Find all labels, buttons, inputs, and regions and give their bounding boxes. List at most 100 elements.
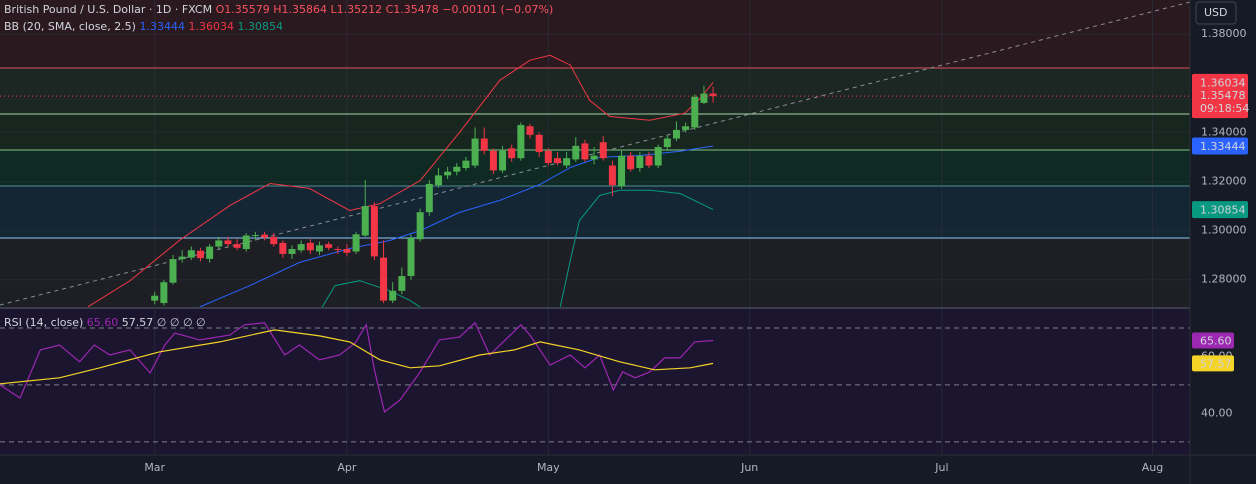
candle-body [453,166,461,172]
x-tick-label: Jun [740,461,758,474]
candle-body [215,240,223,247]
bb-label: BB (20, SMA, close, 2.5) [4,20,136,33]
candle-body [151,295,159,301]
legend: British Pound / U.S. Dollar · 1D · FXCM … [4,3,553,16]
price-label-bg [1192,355,1234,372]
candle-body [691,96,699,128]
candle-body [526,126,534,135]
candle-body [590,155,598,160]
ohlc-low: L1.35212 [331,3,383,16]
candle-body [581,143,589,160]
zone [0,238,1190,307]
candle-body [682,126,690,130]
candle-body [178,256,186,260]
candle-body [434,175,442,186]
candle-body [224,240,232,245]
candle-body [261,234,269,238]
bb-value: 1.36034 [188,20,234,33]
rsi-line [0,321,714,414]
legend: BB (20, SMA, close, 2.5) 1.33444 1.36034… [4,20,283,33]
price-label-bg [1192,332,1234,349]
candle-body [352,234,360,252]
candle-body [160,282,168,304]
currency-box[interactable] [1195,1,1237,25]
labels: 1.28000 1.30000 1.32000 1.34000 1.38000 Briti… [4,3,1249,474]
candle-body [645,155,653,166]
candle-body [315,245,323,252]
candle-body [416,212,424,240]
candle-body [270,236,278,245]
rsi-extra: ∅ ∅ ∅ ∅ [157,316,206,329]
candle-body [242,235,250,250]
candle-body [535,134,543,153]
candle-body [425,183,433,213]
candle-body [672,129,680,139]
candle-body [709,93,717,97]
plot [0,54,1190,414]
bb-value: 1.33444 [139,20,185,33]
candle-body [407,237,415,277]
candle-body [618,155,626,187]
x-tick-label: Mar [144,461,165,474]
candle-body [169,259,177,283]
countdown: 09:18:54 [1200,102,1249,115]
candle-body [398,276,406,291]
bollinger-line [321,189,714,307]
candle-body [279,242,287,254]
candle-body [654,147,662,166]
y-tick-label: 1.30000 [1201,224,1247,237]
candle-body [636,155,644,168]
y-tick-label: 1.32000 [1201,174,1247,187]
rsi-zone [0,308,1190,455]
price-label: 1.30854 [1200,204,1246,217]
symbol: British Pound / U.S. Dollar · 1D · FXCM [4,3,212,16]
candle-body [663,138,671,148]
currency: USD [1204,6,1228,19]
candle-body [480,138,488,151]
grid [0,0,1190,455]
rsi-ma-value: 57.57 [122,316,154,329]
candle-body [499,150,507,171]
bb-value: 1.30854 [237,20,283,33]
bollinger-line [87,54,714,307]
price-label: 1.36034 [1200,76,1246,89]
y-tick-label: 1.38000 [1201,27,1247,40]
candle-body [608,165,616,186]
y-tick-label: 1.28000 [1201,273,1247,286]
candle-body [700,93,708,103]
candle-body [517,125,525,159]
candle-body [544,150,552,164]
candle-body [196,250,204,259]
rsi-value: 65.60 [87,316,119,329]
candle-body [306,242,314,251]
zone [0,186,1190,238]
zone [0,68,1190,114]
candle-body [206,246,214,259]
candle-body [471,138,479,166]
candle-body [462,160,470,168]
x-tick-label: Jul [934,461,948,474]
price-label-bg [1192,137,1248,155]
candle-body [627,155,635,170]
candle-body [334,249,342,251]
candle-body [563,158,571,166]
candle-body [553,158,561,164]
candle-body [370,206,378,257]
zone [0,150,1190,186]
candle-body [361,206,369,236]
ohlc-close: C1.35478 [386,3,439,16]
ohlc-change: −0.00101 (−0.07%) [442,3,553,16]
candle-body [380,257,388,301]
legend: RSI (14, close) 65.60 57.57 ∅ ∅ ∅ ∅ [4,316,206,329]
candle-body [508,148,516,159]
price-label: 65.60 [1200,334,1232,347]
candle-body [343,249,351,253]
y-tick-label: 1.34000 [1201,125,1247,138]
x-tick-label: May [537,461,560,474]
candle-body [572,145,580,160]
y-tick-label: 40.00 [1201,406,1233,419]
rsi-line [0,329,714,385]
